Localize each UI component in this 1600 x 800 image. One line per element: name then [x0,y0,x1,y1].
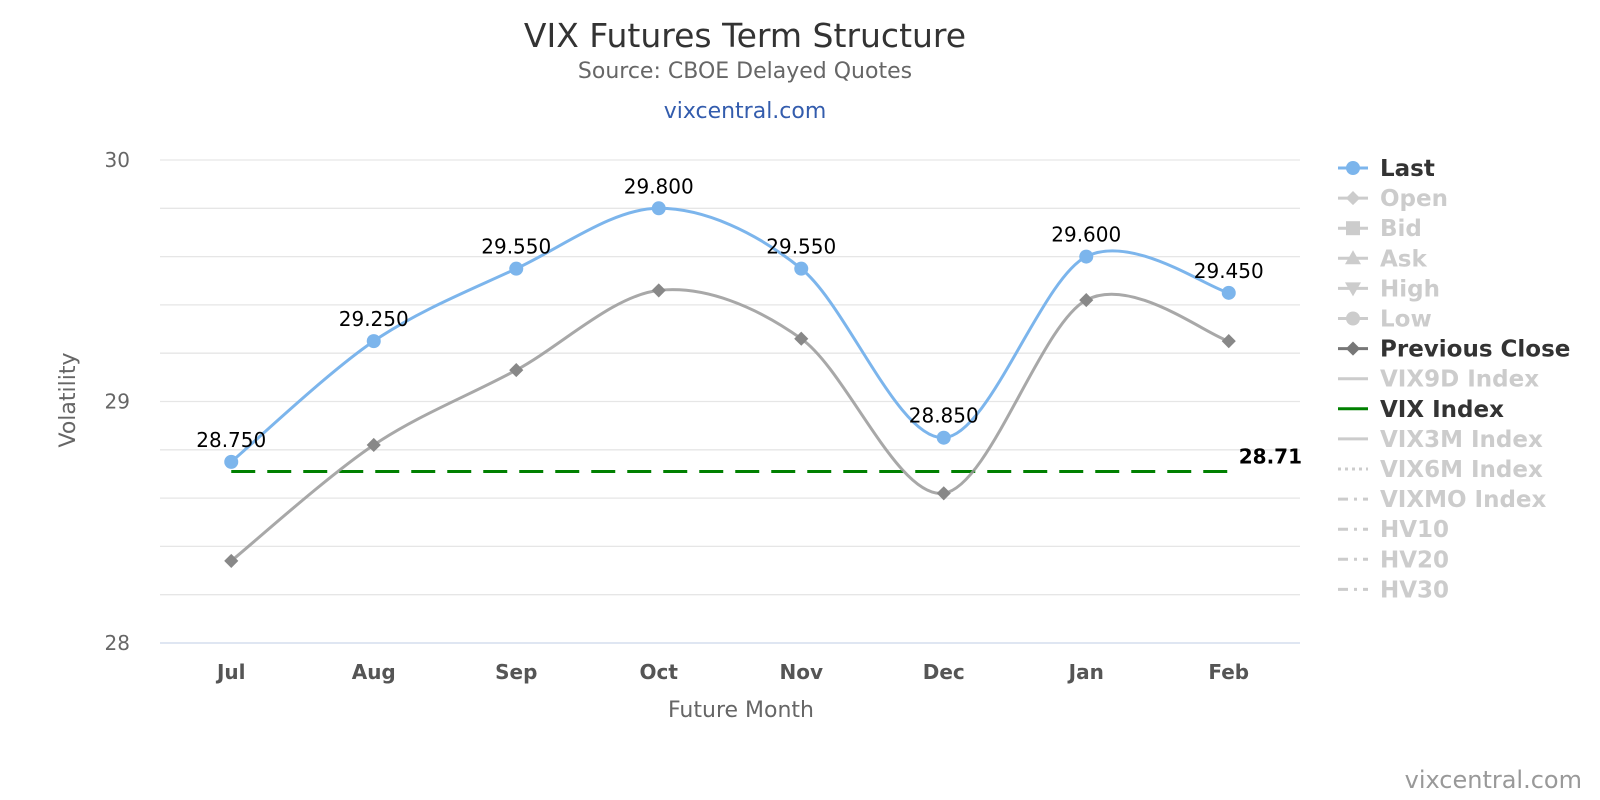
previous-close-point [936,486,951,501]
last-data-label: 28.850 [909,404,979,428]
y-axis-ticks: 28 29 30 [105,148,130,655]
previous-close-point [1221,334,1236,349]
legend-triangle-down-marker [1345,282,1361,297]
x-tick-label: Jul [215,660,246,684]
legend-label: VIXMO Index [1380,487,1547,513]
legend-item-vix6m-index[interactable]: VIX6M Index [1338,457,1543,483]
last-point[interactable] [1079,249,1094,264]
legend-label: VIX Index [1380,397,1504,423]
legend-item-open[interactable]: Open [1338,186,1448,212]
last-data-label: 29.800 [624,174,694,198]
previous-close-point [366,437,381,453]
legend-label: Open [1380,186,1448,212]
data-labels: 28.71 28.750 29.250 29.550 29.800 29.550 28.85… [196,174,1302,468]
previous-close-point [509,363,524,378]
legend-circle-marker [1346,311,1360,326]
legend-label: Low [1380,307,1432,333]
legend-diamond-marker [1345,341,1361,356]
legend-item-vix3m-index[interactable]: VIX3M Index [1338,427,1543,453]
previous-close-point [794,331,809,346]
legend-item-hv30[interactable]: HV30 [1338,577,1449,603]
last-point[interactable] [936,430,951,445]
previous-close-point [224,553,239,568]
last-data-label: 29.600 [1051,223,1121,247]
x-tick-label: Sep [495,660,537,684]
legend-label: Ask [1380,246,1427,272]
legend-label: Previous Close [1380,337,1570,363]
credits-link[interactable]: vixcentral.com [1405,766,1582,794]
last-point[interactable] [1221,285,1236,300]
legend-item-hv10[interactable]: HV10 [1338,517,1449,543]
y-tick-label: 29 [105,390,130,414]
legend-item-previous-close[interactable]: Previous Close [1338,337,1570,363]
legend-label: VIX3M Index [1380,427,1543,453]
x-tick-label: Aug [352,660,396,684]
last-point[interactable] [794,261,809,276]
chart-title: VIX Futures Term Structure [524,16,966,55]
last-point[interactable] [651,201,666,216]
legend-item-hv20[interactable]: HV20 [1338,547,1449,573]
x-tick-label: Nov [779,660,823,684]
previous-close-point [651,283,666,298]
chart-legend: Last Open Bid Ask High Low Previous Close VIX9D… [1338,156,1570,603]
vix-index-label: 28.71 [1239,445,1302,469]
vixcentral-link[interactable]: vixcentral.com [664,99,827,124]
x-tick-label: Feb [1208,660,1249,684]
legend-item-last[interactable]: Last [1338,156,1435,182]
gridlines [160,159,1300,644]
x-axis-ticks: Jul Aug Sep Oct Nov Dec Jan Feb [215,660,1249,684]
last-point[interactable] [224,454,239,469]
last-data-label: 29.250 [339,307,409,331]
legend-diamond-marker [1345,191,1361,206]
legend-item-bid[interactable]: Bid [1338,216,1422,242]
legend-item-low[interactable]: Low [1338,307,1432,333]
legend-label: VIX9D Index [1380,367,1539,393]
last-data-label: 29.550 [766,235,836,259]
legend-label: Last [1380,156,1435,182]
chart-series [224,201,1236,568]
last-line [230,206,1230,464]
last-point[interactable] [509,261,524,276]
previous-close-line [230,288,1230,563]
legend-label: HV10 [1380,517,1449,543]
x-axis-title: Future Month [668,698,814,723]
x-tick-label: Oct [640,660,679,684]
chart-subtitle: Source: CBOE Delayed Quotes [578,59,912,84]
legend-square-marker [1346,221,1360,236]
legend-label: HV20 [1380,547,1449,573]
legend-item-vixmo-index[interactable]: VIXMO Index [1338,487,1547,513]
legend-circle-marker [1346,161,1360,175]
y-tick-label: 30 [105,148,130,172]
legend-label: HV30 [1380,577,1449,603]
legend-item-vix9d-index[interactable]: VIX9D Index [1338,367,1539,393]
legend-triangle-marker [1345,250,1361,265]
legend-label: Bid [1380,216,1422,242]
legend-label: High [1380,276,1440,302]
legend-item-vix-index[interactable]: VIX Index [1338,397,1504,423]
y-axis-title: Volatility [56,352,81,447]
legend-item-high[interactable]: High [1338,276,1440,302]
x-tick-label: Jan [1067,660,1104,684]
previous-close-point [1079,292,1094,308]
last-data-label: 29.550 [481,235,551,259]
x-tick-label: Dec [923,660,965,684]
last-data-label: 28.750 [196,428,266,452]
last-data-label: 29.450 [1194,259,1264,283]
legend-item-ask[interactable]: Ask [1338,246,1427,272]
last-point[interactable] [366,334,381,349]
y-tick-label: 28 [105,631,130,655]
legend-label: VIX6M Index [1380,457,1543,483]
